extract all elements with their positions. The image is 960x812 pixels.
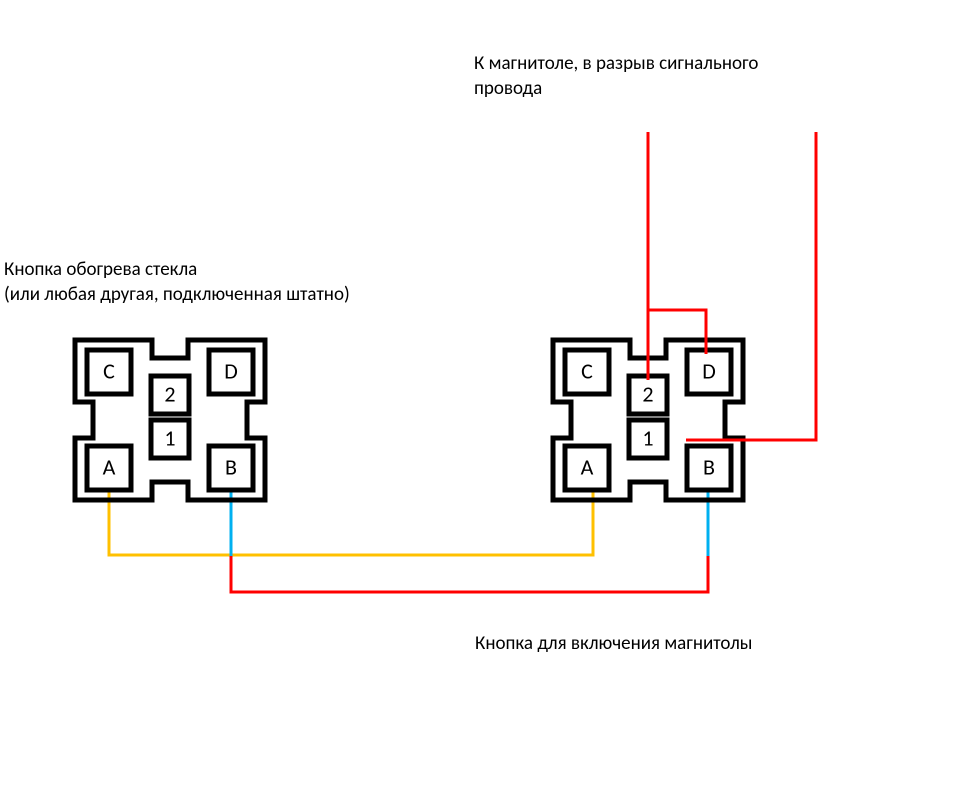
pin-label-2: 2 — [164, 380, 175, 407]
pin-label-A: A — [581, 453, 594, 480]
pin-label-C: C — [103, 357, 115, 384]
pin-label-1: 1 — [642, 424, 653, 451]
pin-label-B: B — [703, 453, 715, 480]
pin-label-A: A — [103, 453, 116, 480]
pin-label-D: D — [702, 357, 716, 384]
diagram-canvas: C D A B 2 1 C D A B 2 1 — [0, 0, 960, 812]
pin-label-1: 1 — [164, 424, 175, 451]
wire-red-branch-2-to-D — [648, 310, 706, 354]
wire-red-bottom-B-to-B — [231, 556, 708, 592]
pin-label-B: B — [225, 453, 237, 480]
wire-orange-A-to-A — [109, 492, 593, 555]
pin-label-2: 2 — [642, 380, 653, 407]
connector-left: C D A B 2 1 — [75, 340, 265, 500]
pin-label-D: D — [224, 357, 238, 384]
pin-label-C: C — [581, 357, 593, 384]
